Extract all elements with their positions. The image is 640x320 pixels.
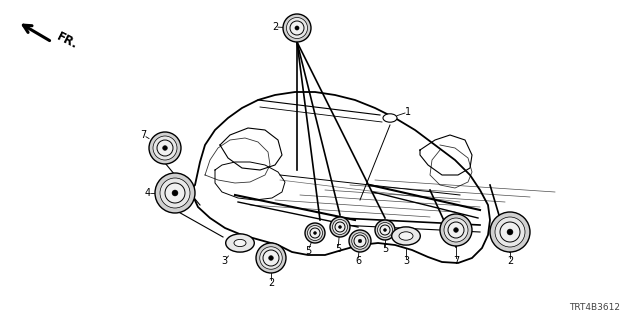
- Circle shape: [495, 217, 525, 247]
- Circle shape: [269, 256, 273, 260]
- Circle shape: [454, 228, 458, 232]
- Text: 2: 2: [272, 22, 278, 32]
- Circle shape: [295, 26, 299, 30]
- Circle shape: [287, 18, 307, 38]
- Circle shape: [256, 243, 286, 273]
- Circle shape: [305, 223, 325, 243]
- Text: 2: 2: [507, 256, 513, 266]
- Circle shape: [444, 218, 468, 242]
- Circle shape: [440, 214, 472, 246]
- Circle shape: [165, 183, 185, 203]
- Circle shape: [330, 217, 350, 237]
- Text: 7: 7: [140, 130, 146, 140]
- Circle shape: [149, 132, 181, 164]
- Ellipse shape: [383, 114, 397, 122]
- Circle shape: [375, 220, 395, 240]
- Text: 4: 4: [145, 188, 151, 198]
- Circle shape: [333, 220, 348, 235]
- Text: TRT4B3612: TRT4B3612: [569, 303, 620, 312]
- Circle shape: [260, 247, 282, 269]
- Circle shape: [383, 228, 387, 231]
- Text: 5: 5: [382, 244, 388, 254]
- Circle shape: [155, 173, 195, 213]
- Ellipse shape: [392, 227, 420, 245]
- Circle shape: [153, 136, 177, 160]
- Text: 7: 7: [453, 256, 459, 266]
- Text: 1: 1: [405, 107, 411, 117]
- Circle shape: [352, 233, 368, 249]
- Circle shape: [314, 231, 317, 235]
- Ellipse shape: [226, 234, 254, 252]
- Circle shape: [163, 146, 168, 150]
- Ellipse shape: [234, 239, 246, 247]
- Circle shape: [290, 21, 304, 35]
- Circle shape: [358, 239, 362, 243]
- Circle shape: [263, 250, 279, 266]
- Text: 2: 2: [268, 278, 274, 288]
- Circle shape: [500, 222, 520, 242]
- Circle shape: [157, 140, 173, 156]
- Circle shape: [335, 222, 345, 232]
- Text: 5: 5: [305, 246, 311, 256]
- Text: FR.: FR.: [55, 30, 81, 52]
- Circle shape: [380, 225, 390, 235]
- Circle shape: [307, 226, 323, 241]
- Text: 6: 6: [355, 256, 361, 266]
- Circle shape: [490, 212, 530, 252]
- Circle shape: [507, 229, 513, 235]
- Ellipse shape: [399, 232, 413, 240]
- Circle shape: [339, 226, 342, 228]
- Circle shape: [349, 230, 371, 252]
- Circle shape: [378, 222, 392, 237]
- Circle shape: [354, 235, 366, 247]
- Text: 3: 3: [221, 256, 227, 266]
- Text: 5: 5: [335, 244, 341, 254]
- Circle shape: [160, 178, 190, 208]
- Circle shape: [448, 222, 464, 238]
- Circle shape: [172, 190, 178, 196]
- Text: 3: 3: [403, 256, 409, 266]
- Circle shape: [310, 228, 320, 238]
- Circle shape: [283, 14, 311, 42]
